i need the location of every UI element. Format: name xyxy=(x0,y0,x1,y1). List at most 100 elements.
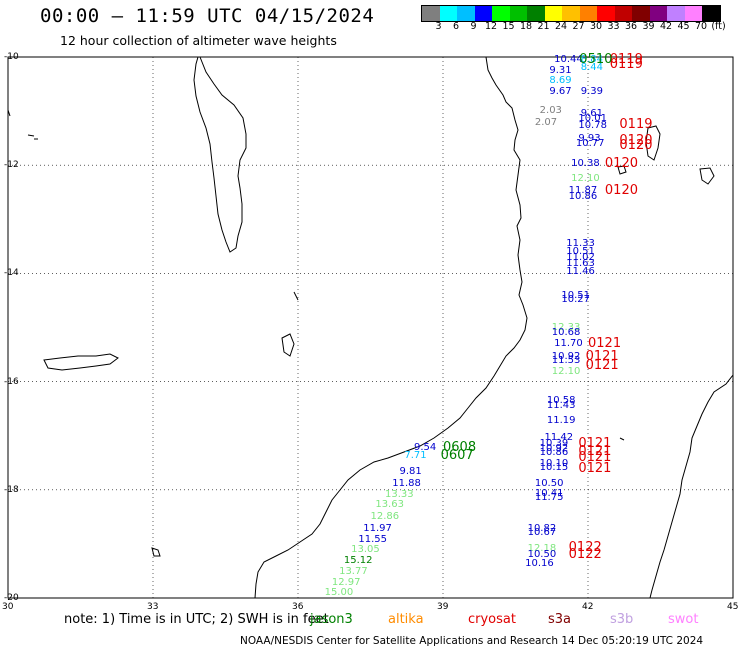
wave-height-value: 10.44 xyxy=(554,53,583,65)
wave-height-value: 2.03 xyxy=(539,105,562,117)
wave-height-value: 12.33 xyxy=(551,321,581,333)
note-text: note: 1) Time is in UTC; 2) SWH is in fe… xyxy=(64,612,329,627)
pass-time-label: 0607 xyxy=(440,448,474,464)
pass-time-label: 0119 xyxy=(609,51,643,67)
pass-time-label: 0608 xyxy=(443,439,477,455)
colorbar-tick-label: 24 xyxy=(554,21,568,32)
pass-time-label: 0121 xyxy=(578,450,612,466)
colorbar-tick-label: 12 xyxy=(484,21,498,32)
colorbar-ticks: 3 6 9 12 15 18 21 24 27 30 33 36 39 42 45 70 (ft) xyxy=(421,21,740,35)
wave-height-value: 10.92 xyxy=(551,351,581,363)
colorbar-tick-label: 33 xyxy=(607,21,620,32)
colorbar-swatch xyxy=(492,6,510,21)
wave-height-value: 11.88 xyxy=(392,478,421,490)
latitude-label: -20 xyxy=(4,593,19,603)
longitude-label: 36 xyxy=(292,602,304,612)
wave-height-value: 9.67 xyxy=(549,86,572,98)
lake-west-small xyxy=(27,134,38,140)
wave-height-value: 9.39 xyxy=(580,86,604,98)
pass-time-label: 0121 xyxy=(585,358,619,374)
wave-height-value: 11.55 xyxy=(358,533,388,545)
colorbar-swatch xyxy=(632,6,650,21)
wave-height-value: 10.68 xyxy=(551,326,581,338)
colorbar-swatch xyxy=(684,6,702,21)
wave-height-value: 9.81 xyxy=(399,466,422,478)
lake-north-small xyxy=(7,109,11,117)
colorbar-tick-label: 21 xyxy=(537,21,550,32)
wave-height-value: 10.58 xyxy=(546,394,576,406)
wave-height-value: 11.70 xyxy=(554,337,583,349)
page-title: 00:00 – 11:59 UTC 04/15/2024 xyxy=(40,5,375,27)
longitude-label: 45 xyxy=(727,602,739,612)
map-frame xyxy=(7,56,734,599)
wave-height-value: 10.92 xyxy=(539,443,569,455)
wave-height-value: 12.10 xyxy=(551,365,581,377)
wave-height-value: 10.50 xyxy=(534,478,564,490)
legend-item-cryosat: cryosat xyxy=(468,612,516,627)
colorbar-tick-label: 45 xyxy=(677,21,690,32)
colorbar-swatch xyxy=(702,6,720,21)
pass-time-label: 0120 xyxy=(604,156,638,172)
lake-south xyxy=(151,547,161,557)
legend-item-swot: swot xyxy=(668,612,699,627)
colorbar-swatch xyxy=(614,6,632,21)
wave-height-value: 11.42 xyxy=(544,432,574,444)
colorbar-tick-label: 27 xyxy=(572,21,585,32)
legend-item-s3b: s3b xyxy=(610,612,634,627)
wave-height-value: 11.53 xyxy=(551,355,581,367)
wave-height-value: 10.86 xyxy=(539,447,569,458)
wave-height-value: 11.02 xyxy=(566,252,595,264)
wave-height-value: 9.54 xyxy=(414,441,437,453)
wave-height-value: 11.33 xyxy=(566,237,595,249)
wave-height-value: 10.38 xyxy=(571,158,600,170)
wave-height-value: 12.10 xyxy=(571,172,600,184)
pass-time-label: 0122 xyxy=(568,540,602,556)
latitude-label: -10 xyxy=(4,52,19,62)
pass-time-label: 0120 xyxy=(619,138,653,154)
wave-height-value: 2.07 xyxy=(534,117,558,128)
latitude-label: -14 xyxy=(4,268,19,279)
islet-east xyxy=(619,437,625,441)
wave-height-value: 12.97 xyxy=(331,576,361,588)
colorbar-tick-label: 30 xyxy=(589,21,603,32)
latitude-label: -12 xyxy=(4,160,19,171)
pass-time-label: 0119 xyxy=(619,116,653,132)
legend-item-s3a: s3a xyxy=(548,612,572,627)
legend-item-jason3: jason3 xyxy=(310,612,353,627)
coastline-madagascar xyxy=(649,374,734,599)
legend-item-altika: altika xyxy=(388,612,424,627)
lake-malawi xyxy=(193,56,247,253)
colorbar-swatch xyxy=(439,6,457,21)
wave-height-value: 13.77 xyxy=(339,566,368,578)
pass-time-label: 0120 xyxy=(619,132,653,148)
wave-height-value: 11.97 xyxy=(363,522,392,534)
pass-time-label: 0121 xyxy=(585,349,619,365)
colorbar-swatch xyxy=(562,6,580,21)
wave-height-value: 13.05 xyxy=(351,544,380,556)
wave-height-value: 11.63 xyxy=(566,257,595,269)
colorbar-swatch xyxy=(474,6,492,21)
colorbar-swatch xyxy=(509,6,527,21)
wave-height-value: 10.51 xyxy=(566,245,595,257)
wave-height-value: 10.51 xyxy=(561,290,591,302)
pass-time-label: 0122 xyxy=(568,546,602,562)
wave-height-value: 8.69 xyxy=(549,75,572,87)
pass-time-label: 0121 xyxy=(578,435,612,451)
colorbar-tick-label: (ft) xyxy=(711,21,726,32)
wave-height-value: 10.27 xyxy=(561,294,591,306)
colorbar-tick-label: 6 xyxy=(452,21,460,32)
wave-height-value: 10.77 xyxy=(575,137,605,149)
wave-height-value: 13.63 xyxy=(375,498,404,510)
wave-height-value: 11.46 xyxy=(566,266,595,278)
wave-height-value: 10.41 xyxy=(534,488,564,500)
graticule xyxy=(8,57,733,598)
pass-time-label: 0120 xyxy=(604,183,638,199)
pass-time-label: 0121 xyxy=(578,461,612,477)
pass-time-label: 0121 xyxy=(578,443,612,459)
wave-height-value: 8.84 xyxy=(580,53,604,65)
wave-height-value: 10.78 xyxy=(578,120,607,132)
colorbar-tick-label: 18 xyxy=(519,21,533,32)
wave-height-value: 10.39 xyxy=(539,437,569,449)
coastline xyxy=(7,56,734,599)
